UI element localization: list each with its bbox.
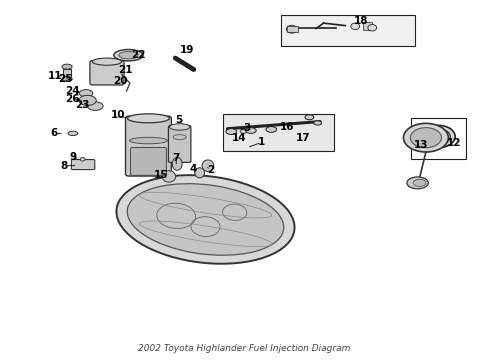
Text: 15: 15 xyxy=(153,170,167,180)
Ellipse shape xyxy=(240,129,246,134)
Ellipse shape xyxy=(68,131,78,135)
Text: 26: 26 xyxy=(65,94,80,104)
Text: 5: 5 xyxy=(175,115,182,125)
Ellipse shape xyxy=(225,129,236,134)
Text: 2: 2 xyxy=(206,165,214,175)
FancyBboxPatch shape xyxy=(90,60,124,85)
Text: 24: 24 xyxy=(65,86,80,96)
Ellipse shape xyxy=(92,58,122,65)
FancyBboxPatch shape xyxy=(168,126,190,162)
Ellipse shape xyxy=(79,95,96,105)
Ellipse shape xyxy=(421,125,454,148)
Bar xyxy=(286,26,297,32)
Text: 18: 18 xyxy=(353,17,368,27)
Text: 20: 20 xyxy=(113,76,127,86)
Ellipse shape xyxy=(245,128,256,134)
Ellipse shape xyxy=(87,102,103,111)
Ellipse shape xyxy=(409,128,441,148)
Ellipse shape xyxy=(412,179,425,186)
FancyBboxPatch shape xyxy=(71,159,95,170)
Text: 19: 19 xyxy=(180,45,194,55)
Text: 13: 13 xyxy=(413,140,427,150)
Ellipse shape xyxy=(350,23,359,30)
Ellipse shape xyxy=(80,157,85,161)
Text: 23: 23 xyxy=(75,100,90,110)
Ellipse shape xyxy=(127,114,169,123)
Text: 11: 11 xyxy=(48,71,62,81)
Text: 22: 22 xyxy=(131,50,145,60)
Text: 10: 10 xyxy=(110,111,125,121)
Bar xyxy=(362,22,371,30)
Ellipse shape xyxy=(79,90,93,97)
Ellipse shape xyxy=(62,76,72,81)
Ellipse shape xyxy=(403,123,447,152)
Bar xyxy=(281,15,414,45)
Ellipse shape xyxy=(162,171,175,182)
Text: 7: 7 xyxy=(172,153,180,163)
Ellipse shape xyxy=(127,184,283,255)
Ellipse shape xyxy=(172,157,182,170)
Text: 6: 6 xyxy=(51,129,58,138)
Text: 8: 8 xyxy=(61,161,67,171)
Ellipse shape xyxy=(305,115,313,120)
Ellipse shape xyxy=(406,177,427,189)
Bar xyxy=(222,114,333,151)
Text: 2002 Toyota Highlander Fuel Injection Diagram: 2002 Toyota Highlander Fuel Injection Di… xyxy=(138,344,350,353)
Ellipse shape xyxy=(169,124,189,130)
FancyBboxPatch shape xyxy=(130,148,166,175)
Text: 4: 4 xyxy=(189,164,197,174)
Bar xyxy=(410,118,465,159)
Text: 17: 17 xyxy=(295,133,310,143)
FancyBboxPatch shape xyxy=(125,116,171,176)
Text: 14: 14 xyxy=(232,133,246,143)
Ellipse shape xyxy=(426,129,449,144)
Ellipse shape xyxy=(286,25,297,33)
Ellipse shape xyxy=(265,127,276,132)
Text: 1: 1 xyxy=(257,138,264,147)
Bar xyxy=(63,69,71,79)
Text: 25: 25 xyxy=(58,74,72,84)
Ellipse shape xyxy=(367,24,376,31)
Text: 21: 21 xyxy=(118,64,133,75)
Text: 16: 16 xyxy=(280,122,294,132)
Text: 3: 3 xyxy=(243,123,250,133)
Ellipse shape xyxy=(114,49,143,61)
Ellipse shape xyxy=(62,64,72,69)
Ellipse shape xyxy=(129,137,167,144)
Text: 9: 9 xyxy=(69,152,76,162)
Ellipse shape xyxy=(313,121,321,125)
Ellipse shape xyxy=(116,175,294,264)
Text: 12: 12 xyxy=(446,139,461,148)
Ellipse shape xyxy=(202,160,213,171)
Ellipse shape xyxy=(119,51,138,59)
Ellipse shape xyxy=(194,168,204,178)
